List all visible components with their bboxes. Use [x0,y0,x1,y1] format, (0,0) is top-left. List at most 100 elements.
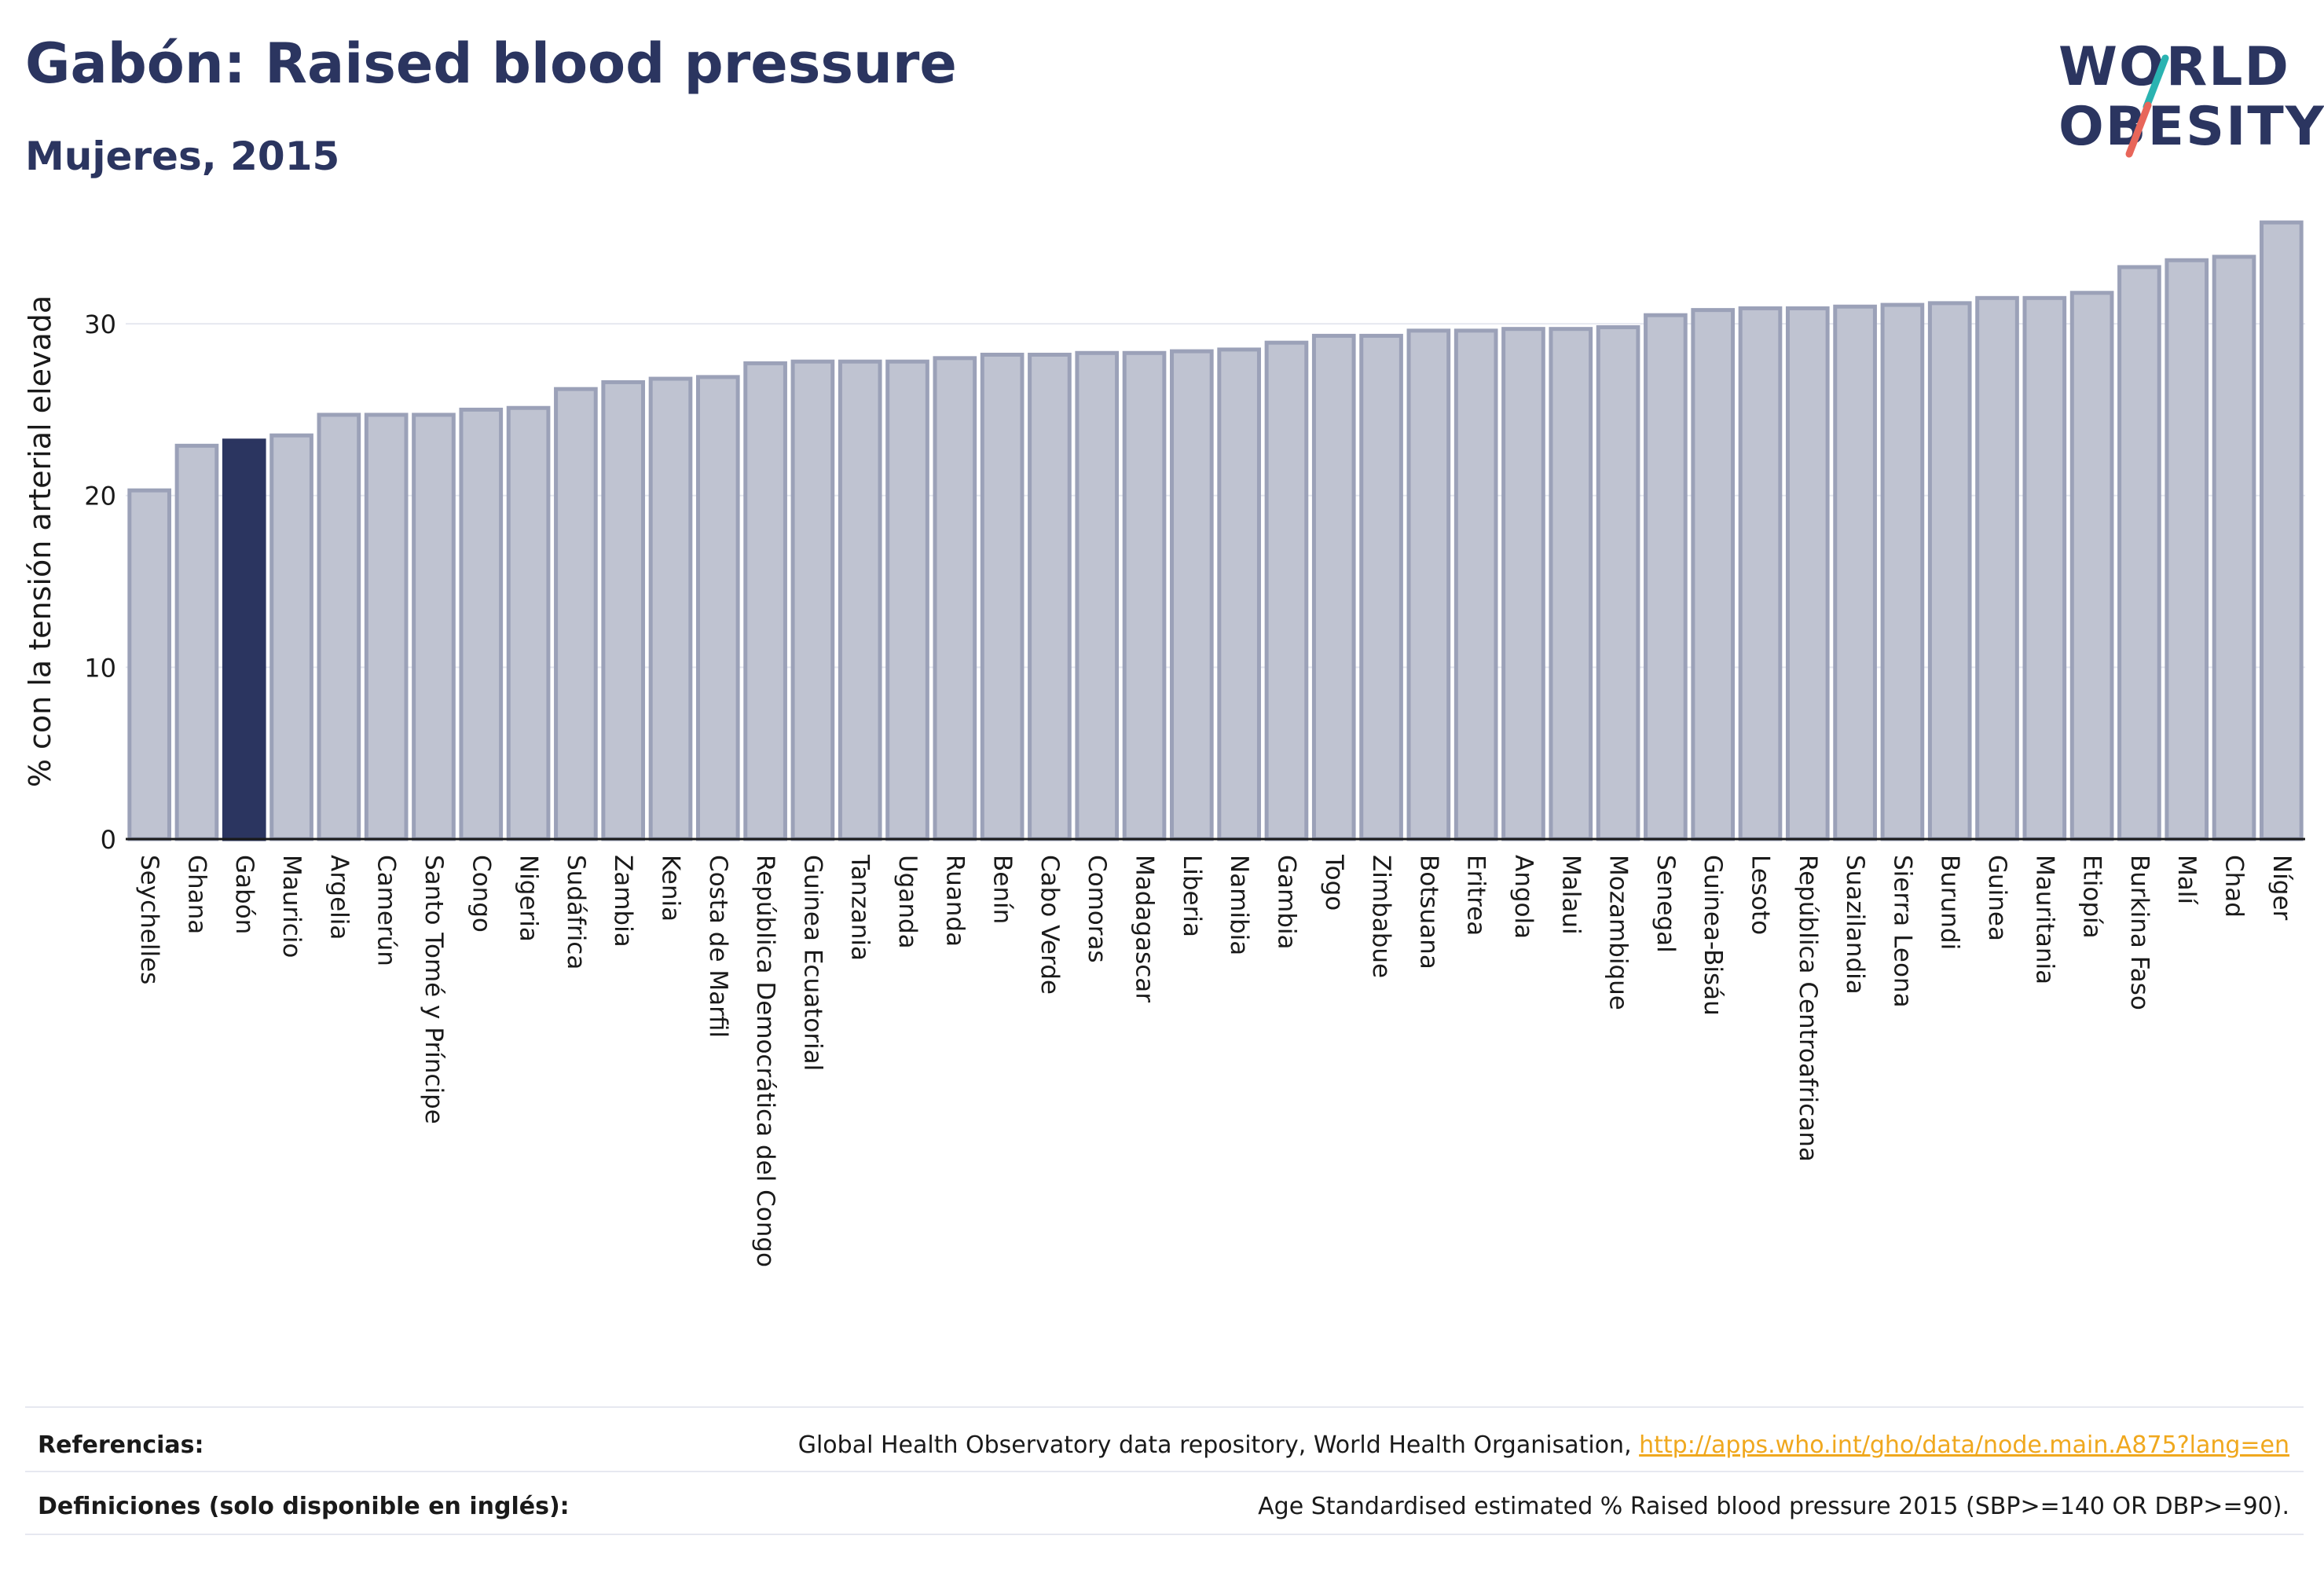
y-tick-labels: 0 10 20 30 [84,310,116,855]
bar [933,356,977,841]
y-tick-label: 30 [84,310,116,339]
x-tick-label: Gabón [230,855,258,934]
x-tick-label: Suazilandia [1841,855,1869,995]
bar [317,412,361,841]
y-axis-title: % con la tensión arterial elevada [23,295,57,787]
x-tick-label: Togo [1320,854,1348,911]
x-tick-labels: Seychelles Ghana Gabón Mauricio Argelia Camer… [135,854,2296,1267]
bar [2165,258,2209,841]
logo-line-1: WORLD [2058,36,2290,98]
bar [2260,220,2304,841]
bar [1028,352,1072,841]
bar [1453,328,1498,841]
bar [506,405,551,841]
page-title: Gabón: Raised blood pressure [25,31,957,96]
footer-divider-bottom [25,1534,2304,1535]
bar [1927,301,1972,841]
x-tick-label: Cabo Verde [1036,855,1064,995]
references-source: Global Health Observatory data repositor… [797,1431,1640,1459]
bar [1122,350,1167,841]
x-tick-label: Mozambique [1604,855,1633,1010]
bar [980,352,1025,841]
x-tick-label: Malaui [1556,855,1585,935]
bar [269,433,313,841]
bar [1501,327,1545,841]
x-tick-label: Lesoto [1747,855,1775,935]
bar [1406,328,1451,841]
x-tick-label: Eritrea [1462,855,1490,936]
y-tick-label: 10 [84,653,116,683]
x-tick-label: Tanzania [846,854,874,961]
bar-chart: 0 10 20 30 Seychelles Ghana Gabón Mauricio Arge… [23,220,2305,1267]
bar [695,375,740,841]
x-tick-label: Kenia [657,855,685,922]
x-tick-label: Etiopía [2078,855,2106,939]
x-tick-label: República Centroafricana [1794,855,1822,1162]
logo-line-2: OBESITY [2058,96,2324,158]
x-tick-label: Gambia [1272,855,1300,950]
bar [1738,306,1783,841]
x-tick-label: Benín [988,855,1017,924]
bar [2212,255,2256,841]
x-tick-label: Madagascar [1131,855,1159,1002]
x-tick-label: Comoras [1083,855,1111,963]
x-tick-label: Ruanda [940,855,969,947]
references-link[interactable]: http://apps.who.int/gho/data/node.main.A… [1639,1431,2289,1459]
x-tick-label: Santo Tomé y Príncipe [420,855,448,1124]
x-tick-label: Costa de Marfil [704,855,732,1038]
x-tick-label: Chad [2220,855,2249,918]
bar [1217,347,1261,841]
logo-slash-icon [2125,54,2169,158]
bar [1264,340,1309,841]
bar [1170,349,1214,841]
x-tick-label: Guinea [1983,855,2011,941]
x-tick-label: Namibia [1225,855,1253,955]
x-tick-label: Guinea-Bisáu [1699,855,1727,1016]
definitions-label: Definiciones (solo disponible en inglés)… [38,1493,570,1520]
bar [838,359,882,841]
x-tick-label: Ghana [182,855,211,934]
x-tick-label: Burkina Faso [2125,855,2154,1010]
bar [412,412,456,841]
bar [1311,333,1356,841]
bar [648,376,693,841]
bar [885,359,929,841]
definitions-text: Age Standardised estimated % Raised bloo… [1258,1493,2289,1520]
x-tick-label: Botsuana [1414,855,1442,969]
bar [2117,265,2161,841]
footer-divider-middle [25,1471,2304,1472]
bar-highlight [222,438,266,841]
bar [1075,350,1120,841]
x-tick-label: Angola [1509,855,1538,939]
bar [459,407,504,841]
world-obesity-logo: WORLD OBESITY [2043,24,2324,165]
bar [1975,295,2019,841]
bar [1644,313,1688,841]
bar [2069,291,2114,841]
x-tick-label: Zambia [609,855,637,947]
bar [127,488,171,841]
x-tick-label: Zimbabue [1367,855,1395,978]
x-tick-label: Burundi [1936,855,1964,950]
x-tick-label: Sierra Leona [1888,855,1916,1008]
bar [1785,306,1830,841]
bar [364,412,409,841]
x-tick-label: Sudáfrica [562,855,590,969]
x-tick-label: Mauricio [277,855,306,958]
x-tick-label: Congo [467,855,495,933]
x-tick-label: Argelia [324,855,353,940]
x-tick-label: Níger [2267,855,2296,921]
bar [1833,304,1877,841]
x-tick-label: Uganda [893,855,922,949]
bar [790,359,835,841]
x-tick-label: Camerún [372,855,401,966]
bar [1691,308,1736,841]
x-tick-label: Mauritania [2030,855,2058,984]
x-tick-label: República Democrática del Congo [751,855,779,1267]
bar [1596,324,1640,841]
x-tick-label: Liberia [1178,855,1206,937]
page-subtitle: Mujeres, 2015 [25,134,340,179]
y-tick-label: 0 [101,825,116,855]
x-tick-label: Seychelles [135,855,163,984]
footer-divider-top [25,1406,2304,1408]
